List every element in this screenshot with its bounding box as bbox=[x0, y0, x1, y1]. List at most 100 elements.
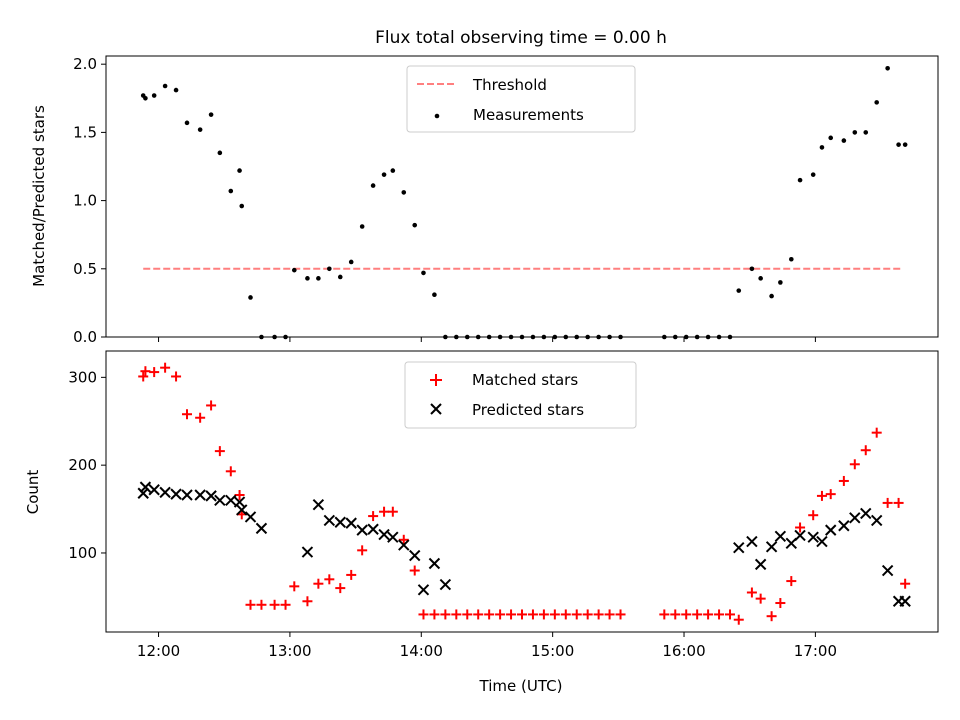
matched-star-point bbox=[149, 367, 160, 378]
matched-star-point bbox=[593, 609, 604, 620]
top-panel: 0.00.51.01.52.0 Matched/Predicted stars … bbox=[30, 55, 939, 346]
top-plot-layer: 0.0 0.5 1.0 1.5 2.0 bbox=[73, 55, 908, 346]
measurement-point bbox=[272, 334, 277, 340]
bottom-panel: 12:00 13:00 14:00 15:00 16:00 17:00100200300 … bbox=[24, 350, 939, 695]
predicted-star-point bbox=[838, 520, 850, 532]
measurement-point bbox=[359, 224, 365, 229]
matched-star-point bbox=[398, 534, 409, 545]
matched-star-point bbox=[549, 609, 560, 620]
matched-star-point bbox=[795, 522, 806, 533]
x-tick-label: 16:00 bbox=[662, 642, 705, 660]
measurement-point bbox=[618, 334, 623, 340]
matched-star-point bbox=[368, 511, 379, 522]
matched-star-point bbox=[280, 599, 291, 610]
predicted-star-point bbox=[733, 541, 745, 554]
measurement-point bbox=[184, 120, 190, 126]
matched-star-point bbox=[766, 611, 777, 622]
matched-star-point bbox=[462, 609, 473, 620]
matched-star-point bbox=[182, 409, 193, 420]
predicted-star-point bbox=[205, 490, 217, 502]
measurement-point bbox=[381, 172, 387, 177]
predicted-star-point bbox=[899, 595, 911, 607]
matched-star-point bbox=[860, 445, 871, 456]
predicted-star-point bbox=[159, 486, 171, 499]
predicted-star-point bbox=[409, 549, 421, 562]
matched-star-point bbox=[725, 609, 735, 620]
predicted-star-point bbox=[244, 511, 257, 523]
matched-star-point bbox=[302, 596, 313, 607]
measurement-point bbox=[749, 266, 755, 272]
measurement-point bbox=[563, 334, 569, 340]
measurement-point bbox=[151, 93, 157, 98]
predicted-star-point bbox=[255, 522, 268, 535]
measurements-legend-label: Measurements bbox=[473, 106, 584, 124]
measurement-point bbox=[412, 222, 418, 228]
predicted-star-point bbox=[214, 494, 226, 506]
matched-star-point bbox=[324, 574, 335, 585]
predicted-legend-label: Predicted stars bbox=[472, 401, 584, 419]
predicted-star-point bbox=[170, 488, 182, 500]
matched-star-point bbox=[451, 609, 462, 620]
predicted-star-point bbox=[439, 578, 452, 591]
threshold-legend-label: Threshold bbox=[472, 76, 547, 94]
matched-star-point bbox=[786, 576, 797, 587]
bottom-y-tick-label: 200 bbox=[68, 456, 97, 474]
matched-star-point bbox=[429, 609, 440, 620]
matched-star-point bbox=[387, 506, 398, 517]
matched-star-point bbox=[560, 609, 571, 620]
measurement-point bbox=[283, 334, 288, 340]
predicted-star-point bbox=[225, 494, 237, 506]
predicted-star-point bbox=[746, 535, 758, 548]
measurement-point bbox=[401, 190, 407, 195]
matched-star-point bbox=[733, 614, 744, 625]
x-tick-label: 15:00 bbox=[531, 642, 574, 660]
matched-star-point bbox=[495, 609, 506, 620]
matched-star-point bbox=[900, 578, 911, 589]
bottom-y-tick-label: 100 bbox=[68, 544, 97, 562]
x-tick-label: 17:00 bbox=[794, 642, 837, 660]
measurement-point bbox=[508, 334, 514, 340]
bottom-ylabel: Count bbox=[24, 470, 42, 515]
measurement-point bbox=[239, 203, 245, 209]
matched-star-point bbox=[506, 609, 517, 620]
matched-star-point bbox=[849, 459, 860, 470]
measurement-point bbox=[552, 334, 558, 340]
matched-legend-label: Matched stars bbox=[472, 371, 578, 389]
predicted-star-point bbox=[398, 539, 410, 551]
measurement-point bbox=[819, 145, 825, 150]
matched-star-point bbox=[659, 609, 670, 620]
predicted-star-point bbox=[236, 504, 248, 516]
measurement-point bbox=[596, 334, 601, 340]
x-axis-label: Time (UTC) bbox=[479, 677, 563, 695]
measurement-point bbox=[863, 130, 869, 135]
matched-star-point bbox=[755, 593, 766, 604]
predicted-star-point bbox=[312, 498, 325, 511]
measurement-point bbox=[574, 334, 580, 340]
predicted-star-point bbox=[194, 489, 206, 501]
measurement-point bbox=[541, 334, 547, 340]
matched-star-point bbox=[571, 609, 582, 620]
predicted-star-point bbox=[137, 487, 149, 499]
matched-star-point bbox=[379, 506, 390, 517]
measurement-point bbox=[797, 177, 803, 183]
matched-star-point bbox=[346, 569, 357, 580]
predicted-star-point bbox=[765, 541, 778, 553]
top-legend: Threshold Measurements bbox=[406, 65, 636, 133]
predicted-star-point bbox=[860, 507, 872, 520]
matched-star-point bbox=[893, 497, 904, 508]
matched-star-point bbox=[615, 609, 626, 620]
predicted-star-point bbox=[356, 524, 368, 536]
bottom-legend: Matched stars Predicted stars bbox=[404, 361, 637, 429]
measurement-point bbox=[519, 334, 525, 340]
measurement-point bbox=[810, 172, 816, 177]
measurement-point bbox=[672, 334, 678, 340]
predicted-star-point bbox=[754, 558, 767, 571]
top-legend-box bbox=[406, 65, 636, 133]
measurement-point bbox=[228, 188, 234, 194]
bottom-plot-layer: 12:00 13:00 14:00 15:00 16:00 17:00 100 200 300 bbox=[68, 362, 911, 660]
matched-star-point bbox=[538, 609, 549, 620]
matched-star-point bbox=[234, 490, 245, 501]
measurement-point bbox=[291, 267, 297, 273]
measurement-point bbox=[348, 259, 354, 265]
